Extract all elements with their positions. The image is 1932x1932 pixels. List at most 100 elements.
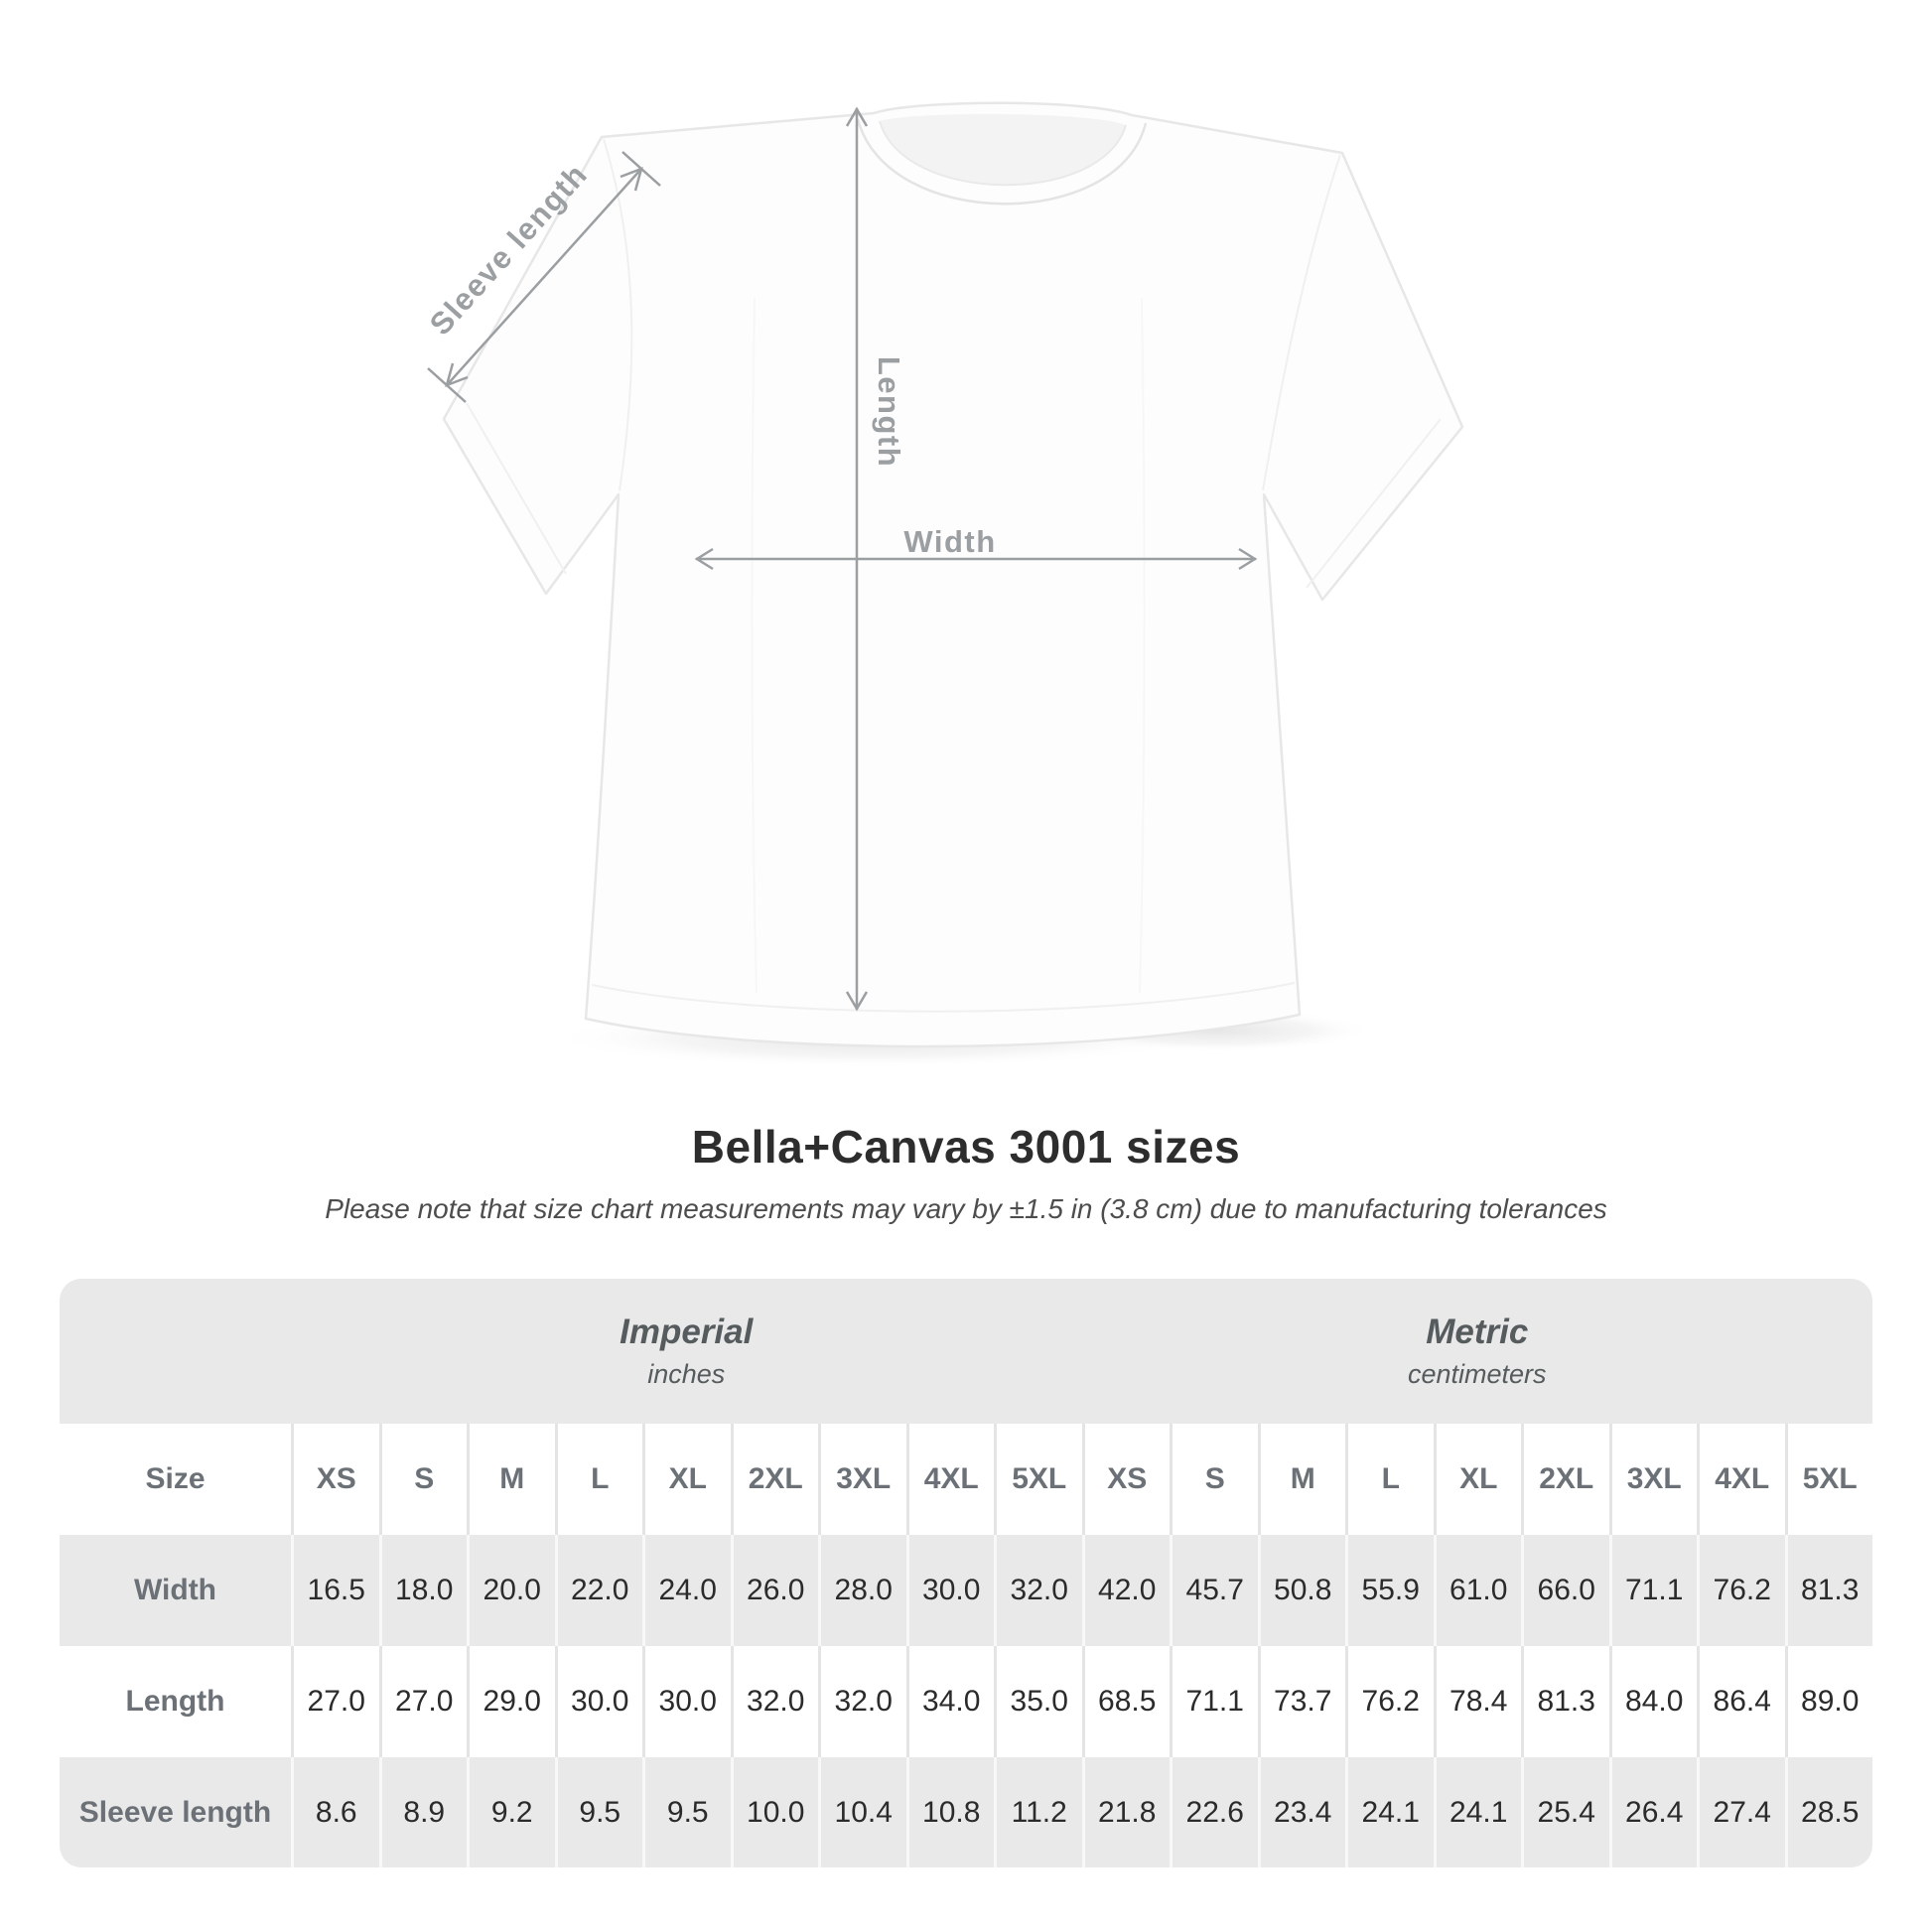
collar-inner-edge (879, 120, 1127, 187)
metric-size-header: 4XL (1697, 1424, 1785, 1535)
imperial-value: 30.0 (642, 1646, 731, 1757)
imperial-value: 27.0 (291, 1646, 379, 1757)
metric-size-header: XS (1081, 1424, 1171, 1535)
metric-value: 23.4 (1257, 1757, 1346, 1867)
row-label: Width (133, 1574, 217, 1606)
metric-size-header: 5XL (1784, 1424, 1873, 1535)
metric-value: 50.8 (1257, 1535, 1346, 1646)
metric-value: 81.3 (1521, 1646, 1609, 1757)
collar-outer-edge (856, 118, 1148, 206)
metric-value: 26.4 (1608, 1757, 1698, 1867)
row-label: Sleeve length (78, 1795, 272, 1829)
right-armscye-seam (1262, 154, 1341, 491)
metric-value: 68.5 (1081, 1646, 1171, 1757)
metric-size-header: M (1257, 1424, 1346, 1535)
imperial-value: 9.5 (554, 1757, 643, 1867)
imperial-value: 11.2 (994, 1757, 1082, 1867)
imperial-value: 32.0 (730, 1646, 819, 1757)
metric-value: 66.0 (1521, 1535, 1609, 1646)
imperial-title: Imperial (620, 1312, 754, 1351)
fabric-fold-right (1139, 297, 1146, 994)
imperial-size-header: L (554, 1424, 643, 1535)
metric-title: Metric (1426, 1312, 1529, 1351)
metric-value: 27.4 (1697, 1757, 1785, 1867)
imperial-size-header: M (467, 1424, 555, 1535)
width-arrow (694, 547, 1258, 571)
metric-value: 28.5 (1784, 1757, 1873, 1867)
imperial-value: 22.0 (554, 1535, 643, 1646)
metric-value: 24.1 (1345, 1757, 1434, 1867)
imperial-size-header: 2XL (730, 1424, 819, 1535)
metric-value: 42.0 (1081, 1535, 1171, 1646)
metric-value: 25.4 (1521, 1757, 1609, 1867)
imperial-value: 18.0 (378, 1535, 468, 1646)
metric-size-header: 2XL (1521, 1424, 1609, 1535)
metric-value: 71.1 (1608, 1535, 1698, 1646)
metric-value: 76.2 (1345, 1646, 1434, 1757)
imperial-value: 8.6 (291, 1757, 379, 1867)
left-cuff-seam (466, 402, 567, 575)
metric-value: 22.6 (1170, 1757, 1258, 1867)
units-band: Imperial inches Metric centimeters (60, 1279, 1872, 1424)
imperial-value: 32.0 (994, 1535, 1082, 1646)
table-row: Length 27.0 27.0 29.0 30.0 30.0 32.0 32.0 34.0 35… (60, 1646, 1872, 1757)
metric-size-header: S (1170, 1424, 1258, 1535)
imperial-value: 27.0 (378, 1646, 468, 1757)
imperial-value: 16.5 (291, 1535, 379, 1646)
imperial-value: 30.0 (905, 1535, 995, 1646)
metric-value: 45.7 (1170, 1535, 1258, 1646)
imperial-value: 29.0 (467, 1646, 555, 1757)
length-label: Length (872, 356, 906, 468)
tshirt-graphic (442, 101, 1464, 1048)
imperial-value: 35.0 (994, 1646, 1082, 1757)
page-subtitle: Please note that size chart measurements… (325, 1193, 1607, 1224)
metric-value: 86.4 (1697, 1646, 1785, 1757)
imperial-value: 28.0 (818, 1535, 906, 1646)
metric-value: 84.0 (1608, 1646, 1698, 1757)
width-label: Width (903, 524, 996, 559)
metric-value: 78.4 (1433, 1646, 1522, 1757)
imperial-value: 9.2 (467, 1757, 555, 1867)
metric-unit: centimeters (1407, 1359, 1547, 1389)
table-row: Sleeve length 8.6 8.9 9.2 9.5 9.5 10.0 10.4 10.8… (60, 1757, 1872, 1867)
metric-size-header: XL (1433, 1424, 1522, 1535)
right-cuff-seam (1306, 418, 1442, 589)
imperial-value: 34.0 (905, 1646, 995, 1757)
table-row: Width 16.5 18.0 20.0 22.0 24.0 26.0 28.0 30.0 32.… (60, 1535, 1872, 1646)
metric-value: 24.1 (1433, 1757, 1522, 1867)
row-label: Length (125, 1685, 225, 1718)
imperial-size-header: S (378, 1424, 468, 1535)
fabric-fold-left (751, 297, 758, 994)
metric-value: 21.8 (1081, 1757, 1171, 1867)
imperial-size-header: XS (291, 1424, 379, 1535)
metric-size-header: 3XL (1608, 1424, 1698, 1535)
imperial-value: 10.4 (818, 1757, 906, 1867)
imperial-value: 24.0 (642, 1535, 731, 1646)
sleeve-length-arrow (427, 151, 661, 403)
metric-value: 81.3 (1784, 1535, 1873, 1646)
imperial-value: 32.0 (818, 1646, 906, 1757)
metric-value: 89.0 (1784, 1646, 1873, 1757)
imperial-size-header: 3XL (818, 1424, 906, 1535)
measurement-arrows (427, 106, 1258, 1012)
metric-value: 73.7 (1257, 1646, 1346, 1757)
imperial-section-header: Imperial inches (291, 1279, 1082, 1424)
imperial-size-header: 4XL (905, 1424, 995, 1535)
imperial-value: 10.8 (905, 1757, 995, 1867)
neck-opening (880, 113, 1126, 186)
metric-value: 61.0 (1433, 1535, 1522, 1646)
imperial-size-header: 5XL (994, 1424, 1082, 1535)
imperial-unit: inches (647, 1359, 726, 1389)
size-column-header: Size (145, 1462, 206, 1495)
page-title: Bella+Canvas 3001 sizes (691, 1121, 1241, 1173)
units-band-spacer (60, 1279, 291, 1424)
imperial-value: 9.5 (642, 1757, 731, 1867)
imperial-value: 8.9 (378, 1757, 468, 1867)
imperial-value: 10.0 (730, 1757, 819, 1867)
table-row: Size XS S M L XL 2XL 3XL 4XL 5XL XS S M L XL 2XL 3XL 4XL 5… (60, 1424, 1872, 1535)
metric-size-header: L (1345, 1424, 1434, 1535)
size-table-rows: Size XS S M L XL 2XL 3XL 4XL 5XL XS S M L XL 2XL 3XL 4XL 5… (60, 1424, 1872, 1867)
imperial-size-header: XL (642, 1424, 731, 1535)
metric-section-header: Metric centimeters (1082, 1279, 1873, 1424)
